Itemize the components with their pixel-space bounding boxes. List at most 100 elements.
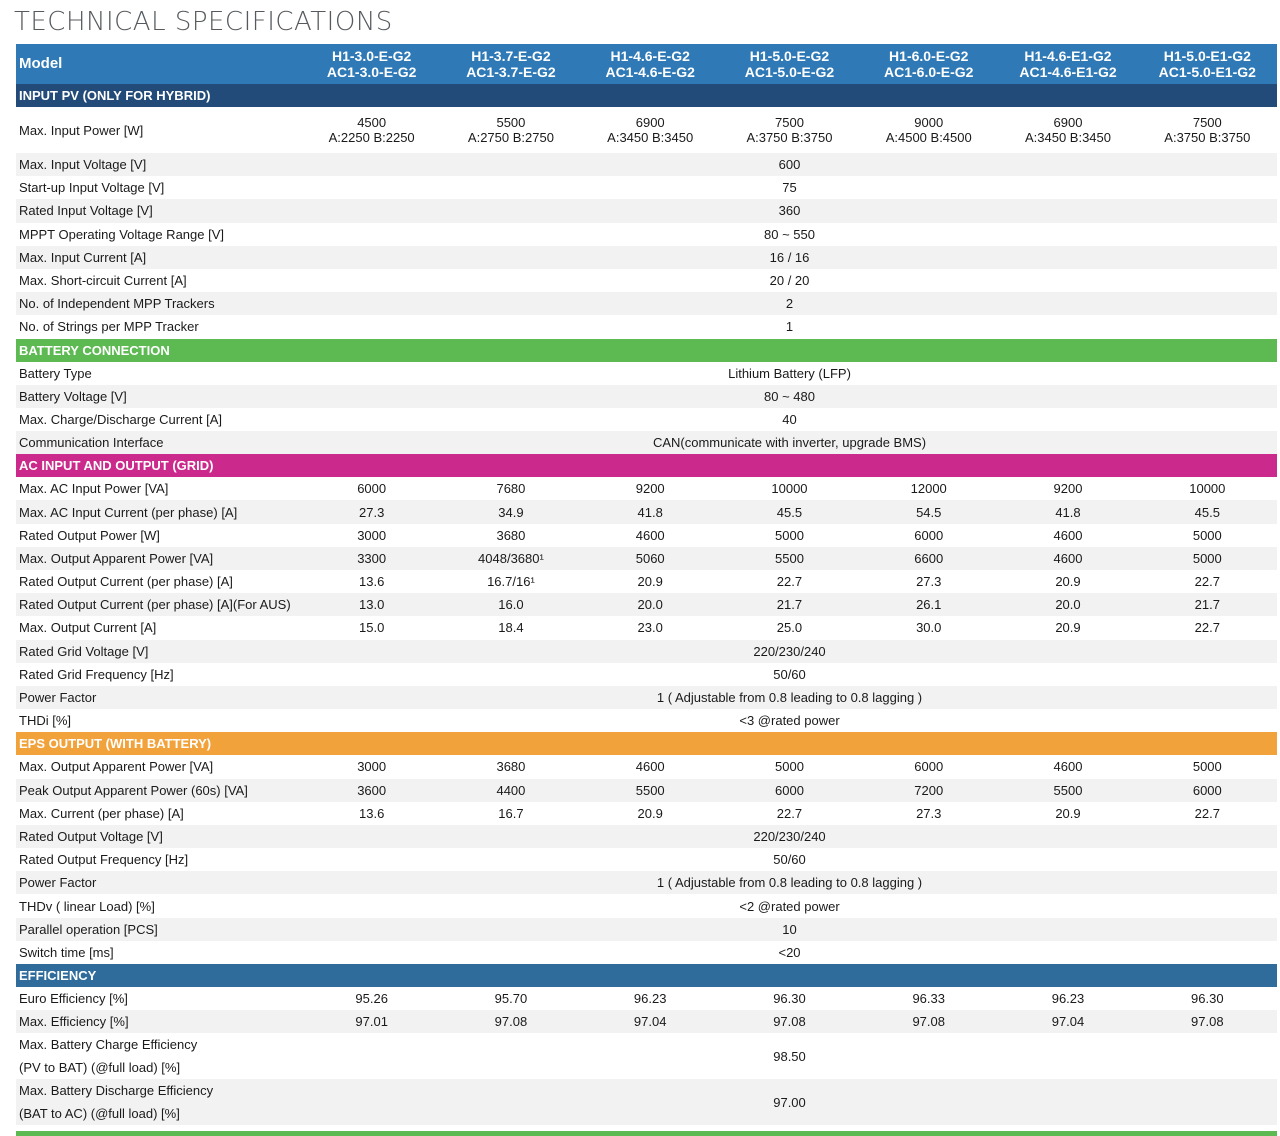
cell-value: 45.5	[719, 500, 860, 524]
table-row: Rated Output Voltage [V] 220/230/240	[16, 824, 1277, 849]
cell-value: 10000	[771, 481, 808, 497]
table-row: No. of Independent MPP Trackers 2	[16, 292, 1277, 316]
table-row: Max. Current (per phase) [A] 13.6 16.7 20.9…	[16, 802, 1277, 825]
row-label: Rated Input Voltage [V]	[16, 199, 303, 223]
cell-value: 6000	[1137, 778, 1277, 802]
model-header: H1-5.0-E-G2 AC1-5.0-E-G2	[719, 44, 860, 84]
row-label: Euro Efficiency [%]	[19, 991, 128, 1007]
table-row: Max. Efficiency [%] 97.01 97.08 97.04 97.08 9…	[16, 1010, 1277, 1034]
cell-value: 97.08	[719, 1010, 860, 1034]
cell-value: 3000	[357, 759, 387, 775]
table-row: Battery Voltage [V] 80 ~ 480	[16, 384, 1277, 408]
cell-value: 3680	[496, 759, 526, 775]
table-row: No. of Strings per MPP Tracker 1	[16, 315, 1277, 338]
cell-value-span: <2 @rated power	[739, 898, 840, 914]
model-header: H1-4.6-E1-G2 AC1-4.6-E1-G2	[998, 44, 1138, 84]
row-label: THDi [%]	[19, 713, 71, 729]
table-row: Max. Charge/Discharge Current [A] 40	[16, 408, 1277, 431]
cell-value: 20.9	[1055, 805, 1081, 821]
cell-value: 4048/3680¹	[441, 546, 581, 570]
row-label: Peak Output Apparent Power (60s) [VA]	[16, 778, 303, 802]
cell-value: 16.7	[498, 805, 524, 821]
table-row: Max. Input Current [A] 16 / 16	[16, 245, 1277, 269]
table-row: Communication Interface CAN(communicate w…	[16, 431, 1277, 455]
table-row: Max. Short-circuit Current [A] 20 / 20	[16, 269, 1277, 292]
row-label: Max. Input Current [A]	[16, 245, 303, 269]
cell-value: 4500 A:2250 B:2250	[328, 115, 415, 145]
cell-value: 13.0	[302, 593, 442, 617]
cell-value: 7680	[496, 481, 526, 497]
table-row: Max. Output Apparent Power [VA] 3000 3680 4…	[16, 755, 1277, 778]
cell-value: 20.0	[580, 593, 720, 617]
row-label: Max. Charge/Discharge Current [A]	[19, 411, 223, 427]
cell-value: 6000	[914, 527, 944, 543]
cell-value: 20.9	[1055, 620, 1081, 636]
row-label: Max. Battery Discharge Efficiency (BAT to…	[16, 1079, 303, 1126]
row-label: Max. Input Voltage [V]	[16, 153, 303, 177]
row-label: Rated Output Power [W]	[19, 527, 160, 543]
table-row: Rated Input Voltage [V] 360	[16, 199, 1277, 223]
row-label: Power Factor	[16, 871, 303, 895]
cell-value: 95.70	[494, 991, 528, 1007]
table-row: Start-up Input Voltage [V] 75	[16, 176, 1277, 199]
cell-value: 22.7	[1194, 805, 1220, 821]
section-title: BATTERY CONNECTION	[16, 338, 1277, 362]
cell-value-span: 220/230/240	[302, 824, 1277, 849]
row-label: Parallel operation [PCS]	[16, 917, 303, 941]
cell-value: 5000	[775, 759, 804, 775]
cell-value: 4600	[635, 527, 665, 543]
cell-value: 21.7	[719, 593, 860, 617]
table-row: Rated Grid Frequency [Hz] 50/60	[16, 663, 1277, 686]
spec-table: Model H1-3.0-E-G2 AC1-3.0-E-G2 H1-3.7-E-G…	[16, 44, 1277, 1126]
cell-value-span: 50/60	[773, 852, 806, 868]
table-row: Max. Battery Charge Efficiency (PV to BAT…	[16, 1033, 1277, 1079]
cell-value: 6600	[859, 546, 999, 570]
table-row: Power Factor 1 ( Adjustable from 0.8 lead…	[16, 685, 1277, 710]
cell-value: 16.7/16¹	[487, 574, 535, 590]
table-row: Switch time [ms] <20	[16, 941, 1277, 964]
table-row: Battery Type Lithium Battery (LFP)	[16, 362, 1277, 385]
table-row: Parallel operation [PCS] 10	[16, 917, 1277, 941]
cell-value-span: <20	[778, 944, 801, 960]
cell-value: 5500	[580, 778, 720, 802]
cell-value: 3300	[302, 546, 442, 570]
cell-value: 4600	[635, 759, 665, 775]
row-label: THDv ( linear Load) [%]	[19, 898, 155, 914]
cell-value-span: 50/60	[773, 666, 806, 682]
cell-value: 7500 A:3750 B:3750	[1164, 115, 1251, 145]
cell-value: 21.7	[1137, 593, 1277, 617]
row-label: No. of Independent MPP Trackers	[16, 292, 303, 316]
cell-value: 22.7	[1194, 620, 1220, 636]
row-label: Power Factor	[16, 685, 303, 710]
cell-value: 5500	[998, 778, 1138, 802]
cell-value: 6900 A:3450 B:3450	[607, 115, 694, 145]
cell-value: 97.04	[580, 1010, 720, 1034]
table-row: Rated Output Frequency [Hz] 50/60	[16, 848, 1277, 871]
cell-value: 16.0	[441, 593, 581, 617]
table-row: Rated Output Current (per phase) [A](For…	[16, 593, 1277, 617]
cell-value: 41.8	[998, 500, 1138, 524]
table-row: Max. AC Input Power [VA] 6000 7680 9200 1000…	[16, 477, 1277, 500]
cell-value: 22.7	[1194, 574, 1220, 590]
cell-value: 5000	[1192, 527, 1222, 543]
cell-value-span: 80 ~ 550	[764, 226, 815, 242]
model-header: H1-5.0-E1-G2 AC1-5.0-E1-G2	[1137, 44, 1277, 84]
row-label: Communication Interface	[16, 431, 303, 455]
section-title: EPS OUTPUT (WITH BATTERY)	[16, 732, 1277, 756]
cell-value-span: 1 ( Adjustable from 0.8 leading to 0.8 l…	[302, 871, 1277, 895]
row-label: Max. Short-circuit Current [A]	[19, 273, 187, 289]
table-row: Rated Grid Voltage [V] 220/230/240	[16, 639, 1277, 663]
cell-value: 7500 A:3750 B:3750	[746, 115, 833, 145]
section-header: AC INPUT AND OUTPUT (GRID)	[16, 454, 1277, 478]
table-row: Max. AC Input Current (per phase) [A] 27.…	[16, 500, 1277, 524]
cell-value: 6000	[719, 778, 860, 802]
cell-value-span: 20 / 20	[769, 273, 810, 289]
cell-value-span: 40	[782, 411, 797, 427]
cell-value-span: 10	[302, 917, 1277, 941]
section-header: BATTERY CONNECTION	[16, 338, 1277, 362]
cell-value-span: 360	[302, 199, 1277, 223]
spec-body: INPUT PV (ONLY FOR HYBRID) Max. Input Pow…	[16, 84, 1277, 1126]
cell-value-span: 1 ( Adjustable from 0.8 leading to 0.8 l…	[302, 685, 1277, 710]
cell-value: 12000	[910, 481, 947, 497]
cell-value: 15.0	[359, 620, 385, 636]
